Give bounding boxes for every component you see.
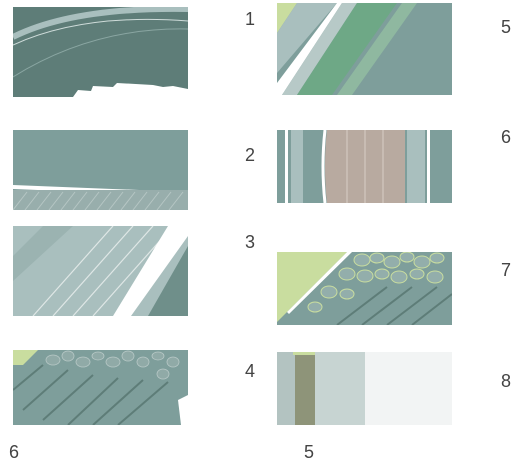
label-4: 4 [245, 361, 256, 381]
label-bottom-5: 5 [304, 442, 315, 462]
tile-right-1 [277, 3, 452, 95]
label-bottom-6: 6 [9, 442, 20, 462]
label-6: 6 [501, 127, 512, 147]
tile-right-4 [277, 352, 452, 425]
label-5: 5 [501, 17, 512, 37]
label-1: 1 [245, 9, 256, 29]
tile-right-2 [277, 130, 452, 203]
label-2: 2 [245, 145, 256, 165]
label-3: 3 [245, 232, 256, 252]
tile-left-1 [13, 7, 188, 97]
tile-left-3 [13, 226, 188, 316]
tile-left-4 [13, 350, 188, 425]
label-7: 7 [501, 260, 512, 280]
tile-left-2 [13, 130, 188, 210]
label-8: 8 [501, 371, 512, 391]
tile-right-3 [277, 252, 452, 325]
